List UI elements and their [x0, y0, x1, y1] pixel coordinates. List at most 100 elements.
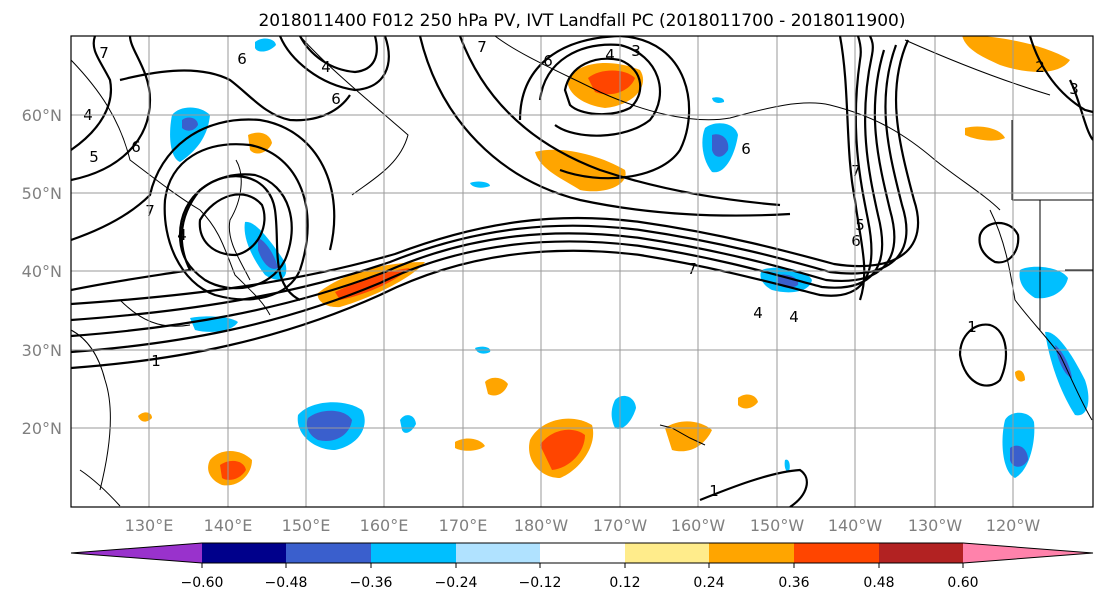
- contour-label: 6: [131, 138, 141, 156]
- colorbar-segment: [794, 543, 879, 563]
- colorbar-tick-label: 0.48: [863, 575, 894, 591]
- latitude-label: 40°N: [22, 262, 62, 281]
- pv-contour-5: [71, 118, 336, 251]
- colorbar-tick-label: −0.24: [435, 575, 478, 591]
- contour-label: 4: [177, 226, 187, 244]
- shade-positive: [535, 149, 626, 192]
- contour-label: 7: [477, 38, 487, 56]
- shade-positive: [965, 126, 1005, 141]
- colorbar-segment: [371, 543, 456, 563]
- contour-label: 6: [331, 90, 341, 108]
- pv-contour-2: [1028, 36, 1093, 114]
- pv-contour-1: [699, 468, 808, 507]
- shade-negative: [182, 117, 198, 131]
- pv-contour-6: [278, 36, 390, 92]
- colorbar-segment: [286, 543, 371, 563]
- colorbar-tick-label: 0.24: [693, 575, 724, 591]
- map-frame: [70, 35, 1094, 508]
- contour-label: 4: [321, 58, 331, 76]
- longitude-label: 170°W: [593, 516, 648, 535]
- colorbar-tick-label: 0.60: [947, 575, 978, 591]
- coastline-alaska: [494, 36, 1001, 211]
- longitude-label: 120°W: [986, 516, 1041, 535]
- shade-negative: [470, 181, 490, 188]
- map-panel: 7 6 5 4 7 4 6 6 4 7 6 4 3 6 7 5 6 7 4 4: [70, 35, 1094, 508]
- shade-negative: [255, 38, 276, 52]
- contour-label: 7: [99, 44, 109, 62]
- contour-label: 6: [237, 50, 247, 68]
- gridlines: [71, 36, 1093, 507]
- longitude-label: 140°W: [828, 516, 883, 535]
- shade-positive: [248, 132, 272, 154]
- latitude-label: 50°N: [22, 184, 62, 203]
- pv-contour-4: [71, 36, 113, 151]
- contour-label: 2: [1035, 58, 1045, 76]
- shade-positive: [588, 70, 635, 95]
- shade-positive: [540, 429, 585, 470]
- contour-label: 7: [145, 202, 155, 220]
- latitude-labels: 60°N 50°N 40°N 30°N 20°N: [22, 106, 62, 438]
- colorbar-extend-low: [71, 543, 202, 563]
- pv-contour-3: [1069, 79, 1093, 141]
- contour-label: 3: [631, 42, 641, 60]
- contour-label: 6: [851, 232, 861, 250]
- pv-contour-7: [299, 36, 378, 74]
- shade-negative: [712, 97, 725, 103]
- shade-positive: [335, 268, 410, 300]
- shade-negative: [784, 459, 790, 472]
- contour-label: 4: [605, 46, 615, 64]
- boundary-canada: [904, 39, 1051, 200]
- longitude-label: 180°W: [514, 516, 569, 535]
- pv-contour-labels: 7 6 5 4 7 4 6 6 4 7 6 4 3 6 7 5 6 7 4 4: [83, 38, 1079, 500]
- contour-label: 1: [151, 352, 161, 370]
- contour-label: 4: [753, 304, 763, 322]
- contour-label: 4: [789, 308, 799, 326]
- ivt-shading: [138, 36, 1089, 486]
- shade-negative: [306, 410, 352, 441]
- shade-negative: [170, 107, 210, 162]
- pv-contour-6: [563, 57, 642, 116]
- shade-negative: [611, 395, 636, 429]
- pv-contour-2: [71, 36, 884, 354]
- latitude-label: 60°N: [22, 106, 62, 125]
- boundary-us: [1012, 199, 1093, 330]
- pv-contour-7: [178, 173, 293, 290]
- pv-contours: [71, 36, 1093, 507]
- pv-contour-6: [163, 143, 309, 301]
- longitude-label: 150°E: [282, 516, 331, 535]
- contour-label: 7: [687, 260, 697, 278]
- longitude-labels: 130°E 140°E 150°E 160°E 170°E 180°W 170°W 160°W…: [125, 516, 1041, 535]
- contour-label: 3: [1069, 80, 1079, 98]
- colorbar-segment: [540, 543, 625, 563]
- pv-contour-4: [71, 44, 908, 322]
- shade-positive: [738, 394, 758, 409]
- pv-contour-5: [71, 39, 920, 306]
- colorbar-segment: [625, 543, 709, 563]
- contour-label: 7: [851, 162, 861, 180]
- pv-contour-2: [418, 36, 791, 217]
- longitude-label: 160°W: [671, 516, 726, 535]
- map-title: 2018011400 F012 250 hPa PV, IVT Landfall…: [258, 11, 905, 31]
- colorbar-tick-label: −0.12: [519, 575, 562, 591]
- shade-positive: [665, 421, 712, 452]
- colorbar-segment: [202, 543, 286, 563]
- pv-contour-1: [71, 36, 873, 370]
- colorbar-tick-label: −0.60: [181, 575, 224, 591]
- colorbar-extend-high: [963, 543, 1093, 563]
- colorbar-segment: [709, 543, 794, 563]
- coastline-ryukyu: [119, 299, 191, 327]
- shade-positive: [220, 460, 246, 480]
- colorbar-tick-label: 0.36: [778, 575, 809, 591]
- latitude-label: 20°N: [22, 419, 62, 438]
- coastline-philippines: [79, 469, 121, 507]
- contour-label: 1: [967, 318, 977, 336]
- longitude-label: 140°E: [204, 516, 253, 535]
- shade-negative: [1010, 445, 1028, 467]
- coastline-na-west: [989, 209, 1093, 421]
- contour-label: 6: [741, 140, 751, 158]
- longitude-label: 150°W: [750, 516, 805, 535]
- contour-label: 5: [855, 216, 865, 234]
- contour-label: 5: [89, 148, 99, 166]
- colorbar-tick-label: −0.36: [350, 575, 393, 591]
- longitude-label: 130°E: [125, 516, 174, 535]
